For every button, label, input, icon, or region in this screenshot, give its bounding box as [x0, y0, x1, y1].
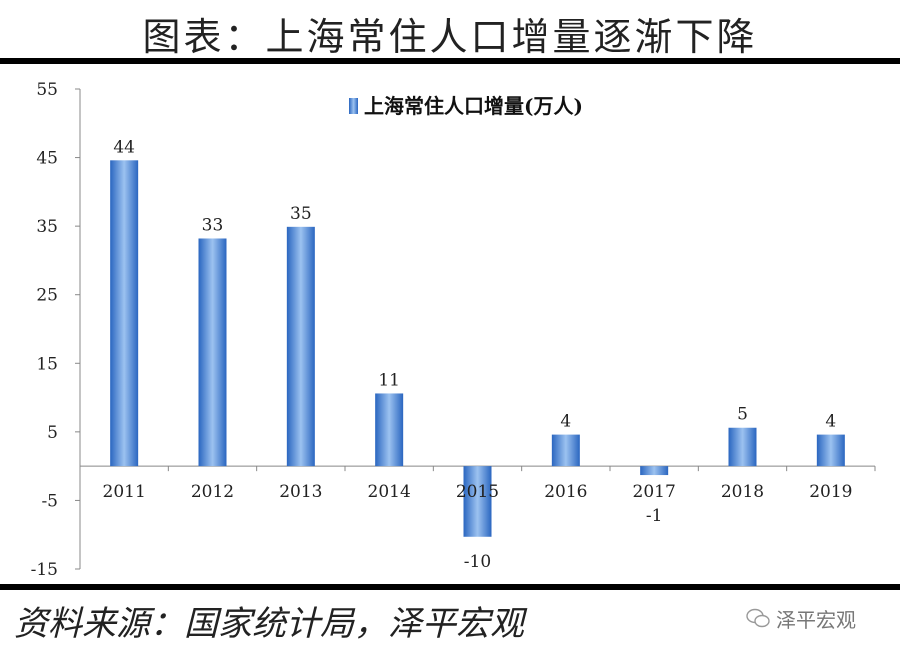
- data-label: 35: [290, 204, 312, 224]
- y-tick-label: 15: [36, 354, 58, 374]
- x-tick-label: 2014: [368, 482, 411, 502]
- x-tick-label: 2015: [456, 482, 499, 502]
- bar-2013: [286, 226, 315, 467]
- data-label: 5: [737, 405, 748, 425]
- data-label: 4: [825, 412, 836, 432]
- y-tick-label: 55: [36, 80, 58, 100]
- x-tick-label: 2018: [721, 482, 764, 502]
- legend: 上海常住人口增量(万人): [349, 94, 583, 118]
- y-tick-label: 25: [36, 286, 58, 306]
- y-tick-label: -15: [31, 560, 58, 580]
- x-tick-label: 2013: [279, 482, 322, 502]
- bar-2012: [198, 238, 227, 467]
- legend-label: 上海常住人口增量(万人): [364, 94, 583, 118]
- data-label: -10: [464, 552, 491, 572]
- x-tick-label: 2011: [103, 482, 146, 502]
- data-label: 11: [378, 370, 400, 390]
- bar-2019: [816, 434, 845, 467]
- x-tick-label: 2017: [633, 482, 676, 502]
- bar-2018: [728, 427, 757, 467]
- y-tick-label: -5: [41, 491, 58, 511]
- top-divider: [0, 58, 900, 64]
- x-tick-label: 2019: [809, 482, 852, 502]
- legend-swatch: [349, 98, 358, 114]
- wechat-icon: [746, 608, 770, 628]
- data-label: 33: [202, 215, 224, 235]
- y-tick-label: 35: [36, 217, 58, 237]
- bottom-divider: [0, 584, 900, 590]
- page-title: 图表：上海常住人口增量逐渐下降: [142, 15, 758, 59]
- y-tick-label: 45: [36, 149, 58, 169]
- x-tick-label: 2016: [544, 482, 587, 502]
- x-tick-label: 2012: [191, 482, 234, 502]
- y-tick-label: 5: [47, 423, 58, 443]
- bar-2015: [463, 466, 492, 537]
- bar-2014: [375, 393, 404, 467]
- data-label: 44: [113, 137, 135, 157]
- data-label: 4: [560, 412, 571, 432]
- bar-2017: [640, 466, 669, 476]
- bar-2016: [551, 434, 580, 467]
- bar-2011: [110, 160, 139, 467]
- source-note: 资料来源：国家统计局，泽平宏观: [14, 604, 524, 644]
- data-label: -1: [646, 506, 663, 526]
- watermark-text: 泽平宏观: [776, 608, 856, 632]
